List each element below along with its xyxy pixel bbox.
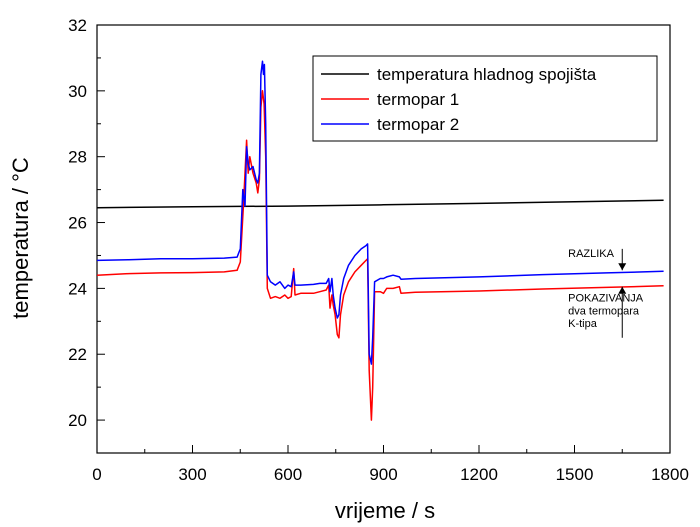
x-axis-ticks: 0 300 600 900 1200 1500 1800 <box>92 445 689 484</box>
annotation-label: RAZLIKA <box>568 248 615 260</box>
x-tick-label: 1200 <box>460 465 498 484</box>
series-layer <box>96 60 664 421</box>
x-tick-label: 1500 <box>556 465 594 484</box>
legend-label-1: temperatura hladnog spojišta <box>377 65 597 84</box>
legend-label-3: termopar 2 <box>377 115 459 134</box>
y-tick-label: 24 <box>68 279 87 298</box>
annotation-label: dva termopara <box>568 306 640 318</box>
y-tick-label: 28 <box>68 148 87 167</box>
x-tick-label: 1800 <box>651 465 689 484</box>
y-tick-label: 26 <box>68 214 87 233</box>
x-tick-label: 300 <box>178 465 206 484</box>
x-axis-label: vrijeme / s <box>335 498 435 523</box>
y-axis-label: temperatura / °C <box>8 157 33 319</box>
y-tick-label: 32 <box>68 16 87 35</box>
annotation-label: POKAZIVANJA <box>568 293 644 305</box>
difference-arrowhead-up <box>618 286 627 294</box>
y-tick-label: 20 <box>68 411 87 430</box>
legend-label-2: termopar 1 <box>377 90 459 109</box>
difference-arrowhead-down <box>618 263 627 271</box>
series-line-1 <box>96 199 664 209</box>
legend: temperatura hladnog spojišta termopar 1 te… <box>312 55 658 142</box>
legend-box <box>312 55 658 142</box>
annotation-label: K-tipa <box>568 318 598 330</box>
y-tick-label: 30 <box>68 82 87 101</box>
y-axis-ticks: 20 22 24 26 28 30 32 <box>68 16 105 454</box>
series-line-3 <box>96 60 664 365</box>
y-tick-label: 22 <box>68 345 87 364</box>
series-line-2 <box>96 90 664 421</box>
x-tick-label: 600 <box>274 465 302 484</box>
x-tick-label: 900 <box>369 465 397 484</box>
x-tick-label: 0 <box>92 465 101 484</box>
